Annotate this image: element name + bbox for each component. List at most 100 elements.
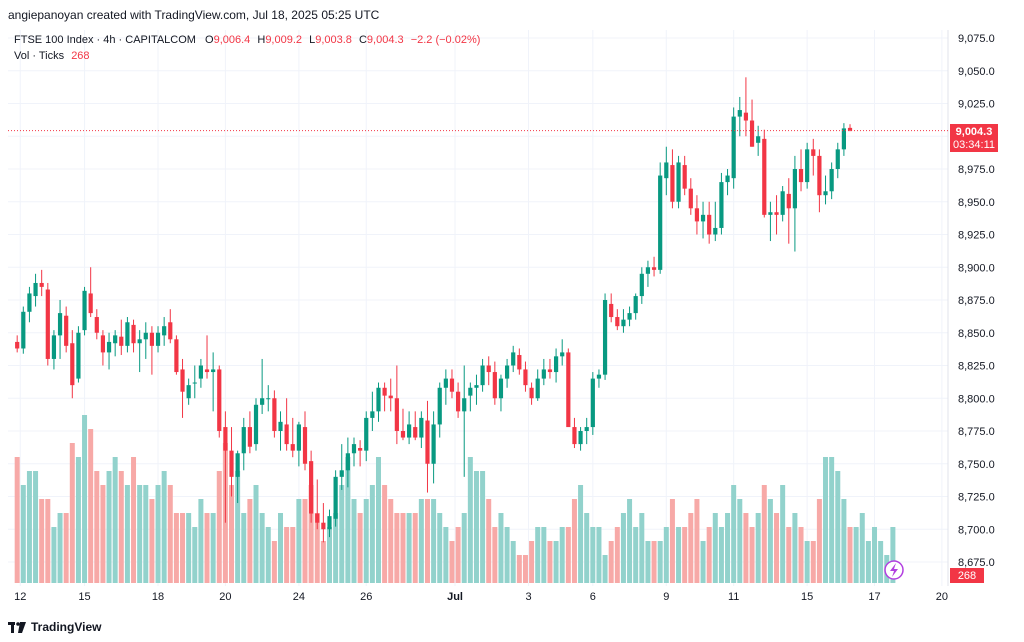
volume-bar: [143, 485, 149, 583]
time-tick-label: 24: [293, 591, 305, 603]
candle: [700, 201, 706, 239]
volume-bar: [100, 485, 106, 583]
candle: [33, 273, 38, 307]
candle: [725, 169, 730, 196]
candle: [302, 411, 308, 471]
candle: [339, 444, 344, 490]
price-axis[interactable]: 9,075.09,050.09,025.09,000.08,975.08,950…: [958, 33, 995, 569]
candle: [743, 77, 749, 137]
volume-bar: [247, 499, 253, 583]
tradingview-logo-icon: [8, 621, 26, 633]
volume-bar: [112, 457, 118, 583]
candle: [694, 195, 700, 235]
time-tick-label: 9: [663, 591, 669, 603]
price-tick-label: 8,825.0: [958, 361, 995, 373]
candle: [792, 155, 798, 252]
candle: [413, 411, 418, 441]
change-value: −2.2 (−0.02%): [410, 34, 481, 46]
volume-bar: [106, 471, 112, 583]
volume-bar: [878, 541, 884, 583]
volume-bar: [357, 513, 363, 583]
volume-bar: [418, 499, 424, 583]
volume-bar: [841, 499, 847, 583]
candle: [817, 149, 822, 213]
candle: [572, 417, 577, 449]
candle: [57, 300, 63, 359]
candle: [737, 96, 742, 137]
volume-bar: [57, 513, 63, 583]
volume-label[interactable]: Vol · Ticks: [14, 50, 65, 62]
time-tick-label: 20: [219, 591, 231, 603]
candle: [847, 124, 853, 132]
volume-bar: [529, 541, 535, 583]
volume-bar: [786, 527, 792, 583]
volume-bar: [706, 527, 712, 583]
time-tick-label: 18: [152, 591, 164, 603]
candle: [462, 365, 467, 477]
volume-bar: [278, 513, 284, 583]
volume-bar: [712, 513, 718, 583]
candle: [566, 348, 571, 428]
time-axis[interactable]: 12 15 18 20 24 26 Jul 3 6 9 11 15 17 20: [14, 591, 948, 603]
candle: [64, 306, 69, 353]
volume-bar: [229, 485, 235, 583]
volume-bar: [694, 499, 700, 583]
candle: [39, 269, 44, 297]
candle: [125, 317, 130, 353]
tradingview-brand[interactable]: TradingView: [8, 620, 101, 634]
volume-bar: [161, 471, 167, 583]
candle: [811, 138, 816, 176]
volume-bar: [816, 499, 822, 583]
candle: [798, 149, 804, 192]
price-tick-label: 8,950.0: [958, 197, 995, 209]
volume-bar: [204, 513, 210, 583]
time-tick-label: Jul: [447, 591, 463, 603]
volume-bar: [473, 471, 479, 583]
candle: [241, 417, 246, 471]
volume-bar: [810, 541, 816, 583]
volume-bar: [749, 527, 755, 583]
candle: [180, 358, 185, 418]
volume-bar: [890, 527, 896, 583]
volume-bar: [363, 499, 369, 583]
candle: [370, 391, 375, 431]
volume-bar: [835, 471, 841, 583]
candle: [541, 358, 546, 386]
price-tick-label: 8,925.0: [958, 230, 995, 242]
candle: [504, 358, 510, 388]
volume-bar: [449, 541, 455, 583]
candle: [511, 345, 516, 373]
volume-bar: [767, 499, 773, 583]
candle: [351, 437, 357, 467]
candle: [106, 332, 112, 370]
candle: [394, 365, 399, 445]
flash-icon[interactable]: [884, 560, 904, 580]
candle: [829, 162, 834, 200]
volume-bar: [259, 513, 265, 583]
candle: [321, 503, 326, 543]
volume-bar: [516, 555, 522, 583]
volume-bar: [614, 527, 620, 583]
candle: [560, 339, 565, 366]
volume-bar: [443, 527, 449, 583]
volume-bar: [406, 513, 412, 583]
candle: [260, 358, 265, 414]
volume-bar: [351, 499, 357, 583]
volume-bar: [865, 541, 871, 583]
candle: [468, 382, 473, 412]
close-label: C: [358, 34, 367, 46]
volume-bar: [486, 499, 492, 583]
candle: [719, 172, 724, 235]
price-tick-label: 8,725.0: [958, 492, 995, 504]
symbol-label[interactable]: FTSE 100 Index · 4h · CAPITALCOM: [14, 34, 196, 46]
volume-bar: [235, 471, 241, 583]
candle: [162, 317, 167, 346]
candle: [596, 369, 602, 388]
candle: [786, 178, 791, 244]
candle: [553, 348, 559, 383]
top-bar: angiepanoyan created with TradingView.co…: [0, 0, 1024, 30]
candle: [229, 427, 234, 497]
price-tick-label: 8,675.0: [958, 557, 995, 569]
volume-bar: [241, 513, 247, 583]
